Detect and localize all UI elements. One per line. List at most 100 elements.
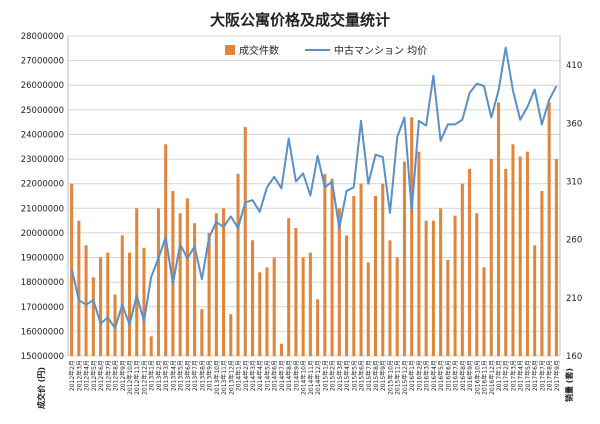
bar	[265, 267, 269, 356]
bar-series	[70, 102, 558, 356]
bar	[149, 336, 153, 356]
bar	[525, 151, 529, 356]
bar	[91, 277, 95, 356]
bar	[301, 257, 305, 356]
bar	[200, 309, 204, 356]
bar	[207, 232, 211, 356]
x-tick-label: 2013年10月	[213, 360, 221, 395]
bar	[381, 183, 385, 356]
bar	[359, 183, 363, 356]
x-tick-label: 2015年5月	[350, 360, 358, 391]
right-tick-label: 160	[566, 352, 582, 362]
left-tick-label: 20000000	[21, 229, 64, 239]
bar	[337, 208, 341, 356]
x-tick-label: 2013年9月	[206, 360, 214, 391]
left-tick-label: 15000000	[21, 352, 64, 362]
chart-title: 大阪公寓价格及成交量统计	[210, 11, 390, 29]
x-tick-label: 2012年2月	[68, 360, 76, 391]
x-tick-label: 2014年10月	[300, 360, 308, 395]
bar	[222, 208, 226, 356]
bar	[243, 127, 247, 356]
x-tick-label: 2012年7月	[104, 360, 112, 391]
bar	[250, 240, 255, 356]
bar	[511, 144, 515, 356]
x-tick-label: 2015年10月	[387, 360, 395, 395]
left-tick-label: 19000000	[21, 254, 64, 264]
bar	[533, 245, 537, 356]
line-series-group	[70, 46, 558, 330]
bar	[323, 173, 327, 356]
x-tick-label: 2017年2月	[502, 360, 510, 391]
right-tick-label: 360	[566, 119, 582, 129]
x-tick-label: 2014年1月	[235, 360, 243, 391]
x-tick-label: 2012年11月	[133, 360, 141, 395]
bar	[424, 220, 428, 356]
x-tick-label: 2016年1月	[408, 360, 416, 391]
left-tick-label: 18000000	[21, 278, 64, 288]
x-tick-label: 2012年3月	[75, 360, 83, 391]
legend-swatch-bar	[225, 45, 235, 55]
x-tick-label: 2017年7月	[538, 360, 546, 391]
x-tick-label: 2015年11月	[394, 360, 402, 395]
bar	[185, 198, 189, 356]
bar	[127, 252, 132, 356]
left-tick-label: 21000000	[21, 204, 64, 214]
x-tick-label: 2015年12月	[401, 360, 409, 395]
bar	[395, 257, 399, 356]
bar	[84, 245, 88, 356]
x-tick-label: 2013年5月	[177, 360, 185, 391]
bar	[316, 299, 320, 356]
x-tick-label: 2016年4月	[430, 360, 438, 391]
x-tick-label: 2017年9月	[553, 360, 561, 391]
bar	[164, 144, 168, 356]
legend-label-line: 中古マンション 均价	[334, 44, 427, 57]
x-tick-label: 2016年8月	[459, 360, 467, 391]
x-tick-label: 2014年12月	[314, 360, 322, 395]
left-tick-label: 17000000	[21, 303, 64, 313]
bar	[446, 260, 450, 356]
right-axis-label: 销量 (套)	[564, 368, 574, 402]
bar	[106, 252, 110, 356]
x-tick-label: 2017年8月	[546, 360, 554, 391]
bar	[99, 257, 103, 356]
left-tick-label: 26000000	[21, 81, 64, 91]
x-tick-label: 2012年4月	[83, 360, 91, 391]
x-tick-label: 2016年6月	[444, 360, 452, 391]
x-tick-label: 2015年6月	[358, 360, 366, 391]
left-tick-label: 28000000	[21, 32, 64, 42]
bar	[547, 102, 551, 356]
bar	[287, 218, 291, 356]
bar	[453, 215, 457, 356]
x-tick-label: 2014年8月	[285, 360, 293, 391]
bar	[330, 178, 334, 356]
bar	[142, 247, 146, 356]
bar	[193, 223, 197, 356]
bar	[439, 208, 443, 356]
x-tick-label: 2014年9月	[292, 360, 300, 391]
bar	[178, 213, 182, 356]
bar	[489, 159, 493, 356]
x-tick-label: 2013年11月	[220, 360, 228, 395]
x-tick-label: 2012年9月	[119, 360, 127, 391]
x-tick-label: 2017年1月	[495, 360, 503, 391]
x-tick-label: 2017年6月	[531, 360, 539, 391]
bar	[410, 117, 414, 356]
bar	[279, 343, 283, 356]
x-tick-label: 2013年8月	[198, 360, 206, 391]
x-tick-label: 2012年8月	[112, 360, 120, 391]
left-tick-label: 25000000	[21, 106, 64, 116]
bar	[77, 220, 81, 356]
x-tick-label: 2013年12月	[227, 360, 235, 395]
x-tick-label: 2017年5月	[524, 360, 532, 391]
x-tick-label: 2014年6月	[271, 360, 279, 391]
x-tick-label: 2015年3月	[336, 360, 344, 391]
bar	[402, 161, 406, 356]
left-tick-label: 16000000	[21, 327, 64, 337]
x-tick-label: 2015年4月	[343, 360, 351, 391]
bar	[294, 228, 298, 356]
bar	[135, 208, 139, 356]
right-tick-label: 210	[566, 294, 582, 304]
bar	[373, 196, 378, 356]
bar	[352, 196, 356, 356]
bar	[366, 262, 370, 356]
